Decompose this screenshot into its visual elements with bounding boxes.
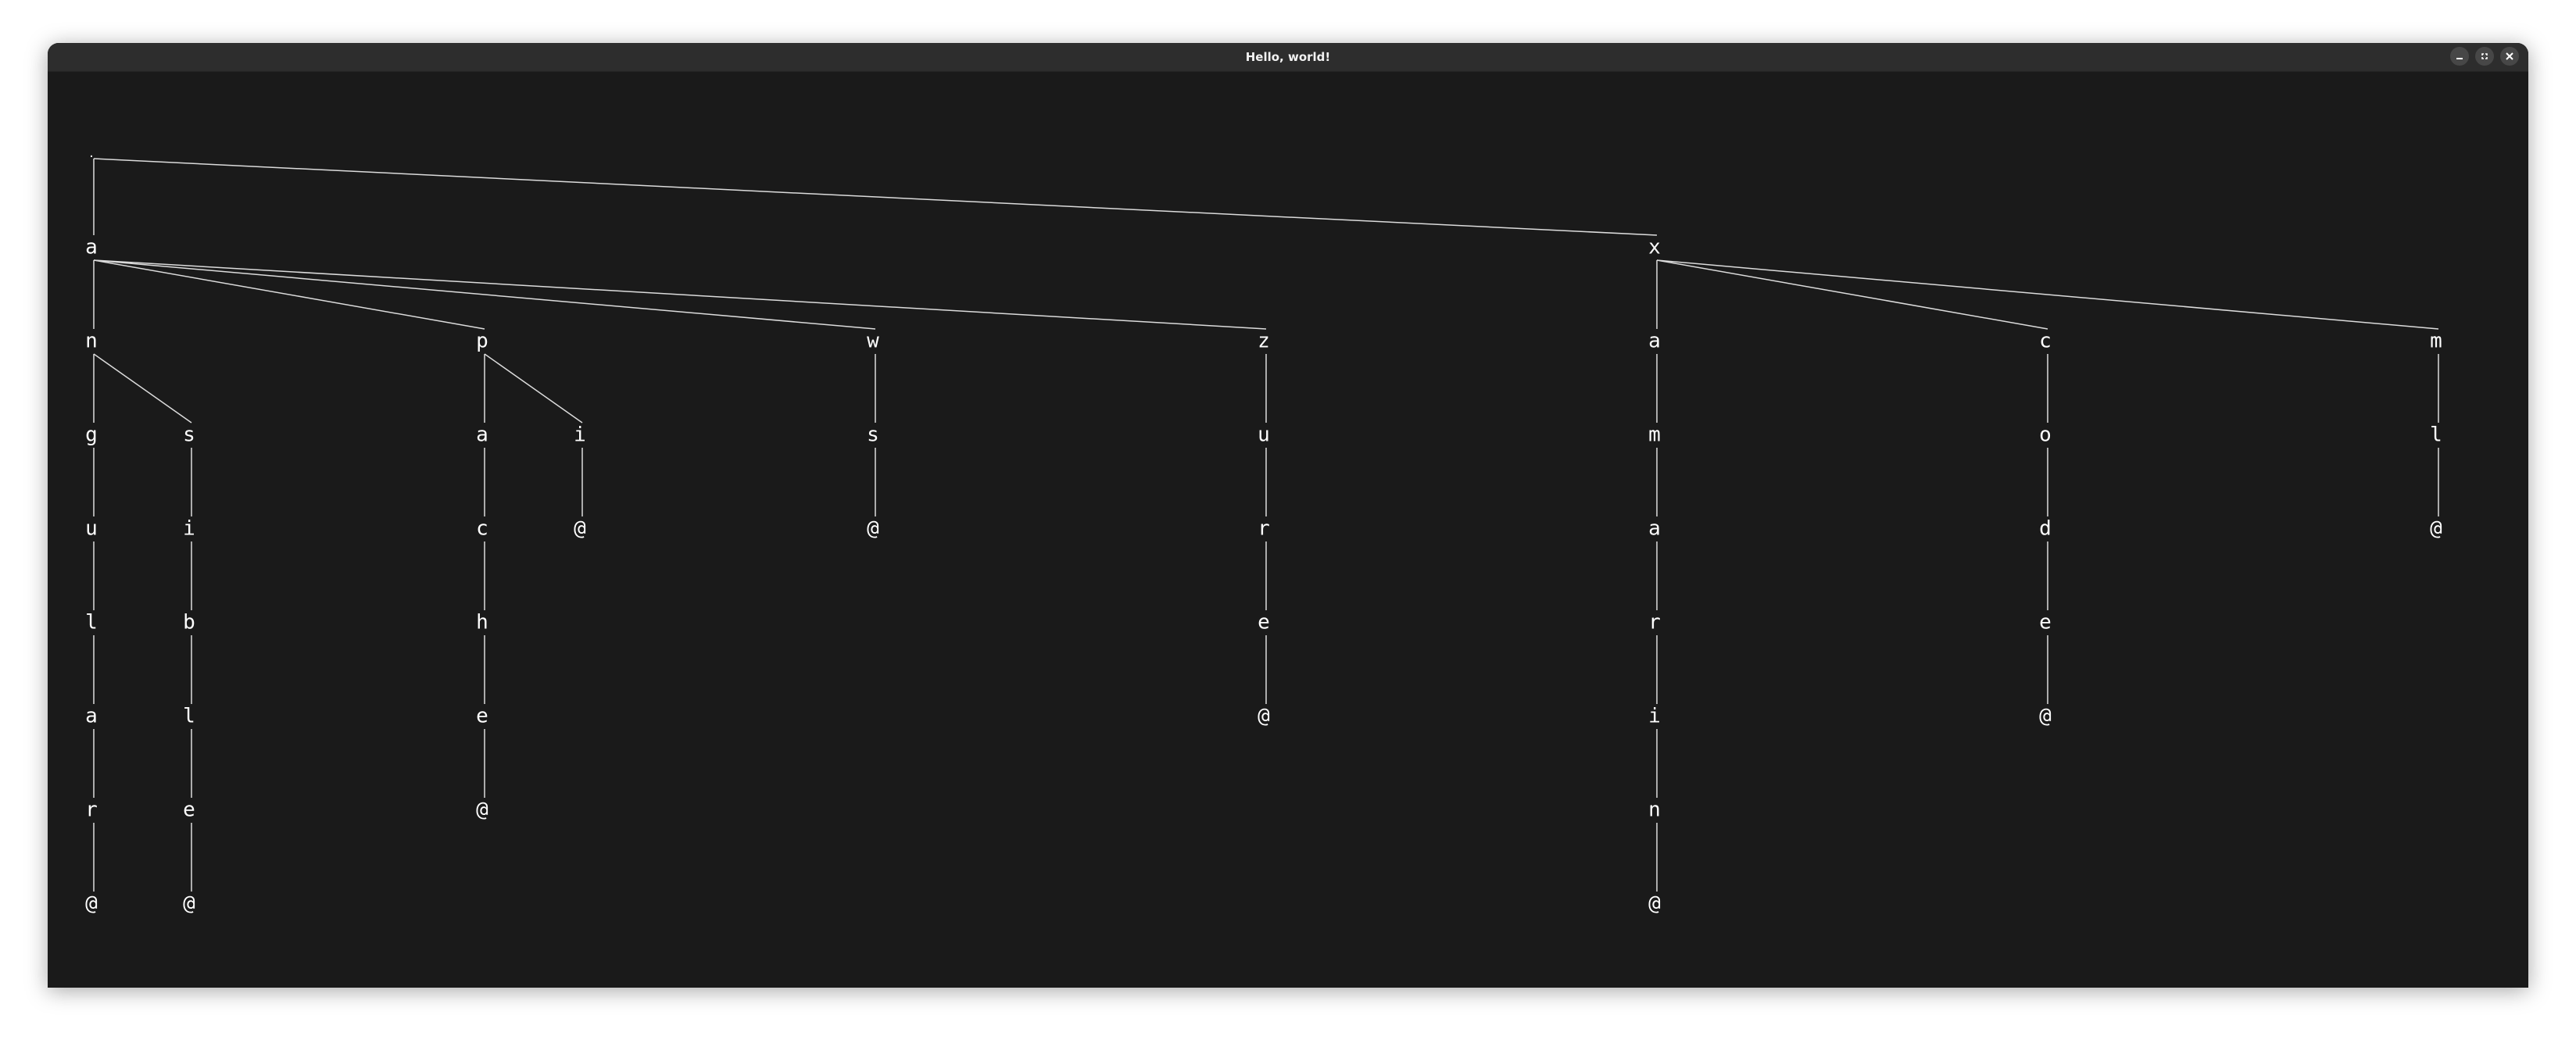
title-bar[interactable]: Hello, world! [48, 43, 2528, 72]
tree-node: a [1648, 330, 1661, 353]
tree-node: u [1258, 424, 1270, 447]
close-button[interactable] [2500, 47, 2519, 66]
tree-edge [93, 259, 1267, 330]
tree-node: r [1648, 611, 1661, 634]
tree-node: r [1258, 517, 1270, 541]
tree-node: u [85, 517, 98, 541]
tree-node: d [2039, 517, 2052, 541]
tree-node: s [867, 424, 879, 447]
tree-node: e [476, 705, 488, 728]
minimize-icon [2456, 58, 2463, 59]
tree-node: m [2430, 330, 2442, 353]
tree-node: @ [1258, 705, 1270, 728]
tree-node: a [85, 236, 98, 259]
tree-edge [93, 259, 876, 330]
tree-node: c [2039, 330, 2052, 353]
tree-node: x [1648, 236, 1661, 259]
tree-node: @ [1648, 892, 1661, 916]
tree-node: @ [2039, 705, 2052, 728]
tree-node: b [183, 611, 195, 634]
trie-tree: . a n g u l a r @ s i b l e @ p a c h e @ i @ w s @ z u r e @ x a m a r i n @ c… [85, 148, 2442, 916]
tree-node: a [476, 424, 488, 447]
minimize-button[interactable] [2450, 47, 2469, 66]
tree-node: o [2039, 424, 2052, 447]
tree-node: l [2430, 424, 2442, 447]
tree-node: i [183, 517, 195, 541]
tree-node: w [867, 330, 879, 353]
window-title: Hello, world! [1245, 50, 1331, 64]
tree-node: c [476, 517, 488, 541]
maximize-button[interactable] [2475, 47, 2494, 66]
tree-node: @ [85, 892, 98, 916]
tree-edge [93, 259, 485, 330]
tree-node: p [476, 330, 488, 353]
tree-node: e [1258, 611, 1270, 634]
tree-edge [93, 158, 1658, 236]
tree-edge [484, 353, 583, 424]
tree-node: s [183, 424, 195, 447]
tree-node: @ [574, 517, 586, 541]
tree-edge [1656, 259, 2439, 330]
tree-node: @ [2430, 517, 2442, 541]
tree-edge [93, 353, 192, 424]
tree-node: r [85, 799, 98, 822]
tree-node: @ [867, 517, 879, 541]
tree-node: l [183, 705, 195, 728]
tree-node: l [85, 611, 98, 634]
tree-node: n [1648, 799, 1661, 822]
tree-node: g [85, 424, 98, 447]
tree-node: e [2039, 611, 2052, 634]
tree-node: i [1648, 705, 1661, 728]
tree-edge [1656, 259, 2048, 330]
tree-node: a [85, 705, 98, 728]
tree-node: z [1258, 330, 1270, 353]
tree-node: a [1648, 517, 1661, 541]
tree-node: @ [476, 799, 488, 822]
close-icon [2506, 52, 2513, 60]
maximize-icon [2481, 53, 2488, 59]
tree-node: i [574, 424, 586, 447]
app-window: Hello, world! . a n g u l a r @ s i b l e @ p a c h e @ i @ w s @… [48, 43, 2528, 988]
tree-node: m [1648, 424, 1661, 447]
tree-node: @ [183, 892, 195, 916]
tree-node: n [85, 330, 98, 353]
tree-node: h [476, 611, 488, 634]
tree-node: e [183, 799, 195, 822]
tree-root-node: . [88, 148, 95, 160]
